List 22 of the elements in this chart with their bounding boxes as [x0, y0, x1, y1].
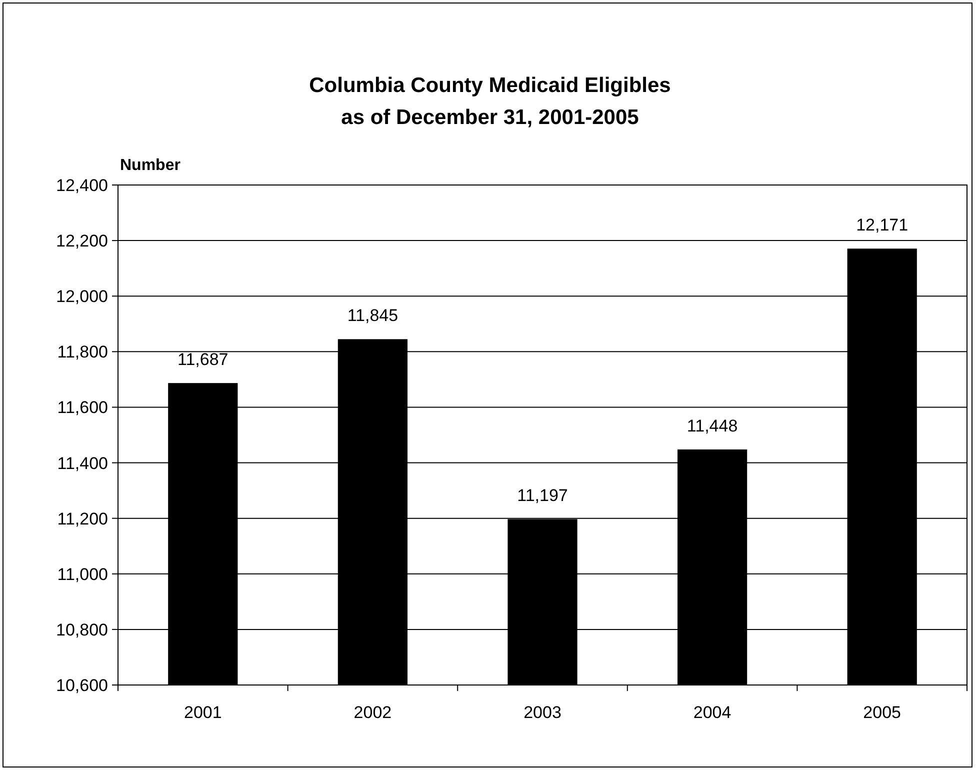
x-tick-label: 2002	[354, 703, 392, 722]
y-tick-label: 12,200	[56, 232, 108, 251]
data-label: 11,448	[686, 416, 738, 436]
y-tick-label: 11,400	[57, 454, 108, 473]
data-label: 12,171	[856, 216, 908, 235]
y-tick-label: 10,600	[56, 676, 108, 695]
y-tick-label: 12,000	[56, 287, 108, 306]
data-label: 11,845	[347, 306, 398, 326]
x-tick-label: 2003	[524, 703, 562, 722]
y-tick-label: 11,800	[57, 342, 108, 362]
x-tick-label: 2005	[863, 703, 902, 722]
y-tick-label: 12,400	[56, 176, 108, 195]
x-tick-label: 2001	[184, 703, 222, 722]
chart-title: Columbia County Medicaid Eligibles as of December 31, 2001-2005	[309, 74, 671, 129]
data-label: 11,197	[517, 486, 568, 506]
y-tick-label: 11,200	[57, 509, 108, 528]
y-tick-label: 11,000	[57, 564, 108, 584]
data-label: 11,687	[178, 350, 228, 370]
x-tick-label: 2004	[693, 703, 732, 722]
y-axis-title: Number	[120, 157, 180, 174]
y-tick-label: 11,600	[57, 398, 108, 418]
y-tick-label: 10,800	[56, 620, 108, 640]
